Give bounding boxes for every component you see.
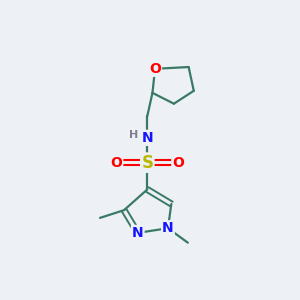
Text: O: O: [110, 156, 122, 170]
Text: O: O: [149, 62, 161, 76]
Text: N: N: [162, 221, 174, 235]
Text: S: S: [141, 154, 153, 172]
Text: N: N: [132, 226, 143, 240]
Text: H: H: [129, 130, 139, 140]
Text: O: O: [172, 156, 184, 170]
Text: N: N: [142, 131, 153, 145]
